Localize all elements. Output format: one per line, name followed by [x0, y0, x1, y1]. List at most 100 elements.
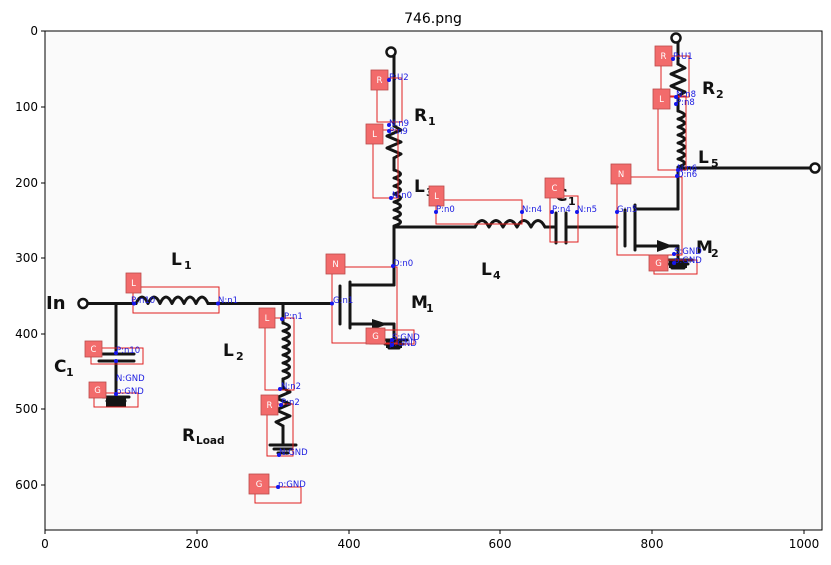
- label-m2: M 2: [696, 238, 719, 260]
- ground-c1-fill: [106, 398, 126, 407]
- pin-m2-d-text: D:n6: [677, 170, 697, 180]
- pin-rload-n-text: N:GND: [279, 448, 308, 458]
- tag-g-m2: [648, 254, 669, 272]
- y-tick-label: 100: [15, 100, 38, 114]
- supply-terminal-2: [670, 32, 682, 44]
- tag-cc1-text: C: [552, 184, 558, 194]
- y-tick-label: 500: [15, 402, 38, 416]
- pin-g-rload-text: p:GND: [278, 480, 306, 490]
- pin-l2-n-text: N:n2: [281, 382, 301, 392]
- pin-r1-p-text: P:U2: [389, 73, 409, 83]
- pin-cc1-n: [575, 210, 579, 214]
- tag-l5-text: L: [659, 95, 664, 105]
- r2-zigzag: [669, 62, 687, 98]
- tag-m2-text: N: [618, 170, 624, 180]
- figure-title: 746.png: [404, 11, 462, 27]
- svg-text:5: 5: [711, 157, 719, 170]
- svg-text:1: 1: [568, 195, 576, 208]
- tag-rload: [260, 394, 279, 416]
- circuit-drawing: In C 1 L 1 L 2 R Load M 1 R 1 L 3 L: [46, 32, 821, 504]
- y-tick-label: 0: [30, 24, 38, 38]
- pin-c-n: [114, 359, 118, 363]
- tag-l4-text: L: [434, 192, 439, 202]
- pin-r1-p: [387, 78, 391, 82]
- tag-l2: [258, 307, 276, 329]
- pin-l5-n: [676, 168, 680, 172]
- x-tick-label: 1000: [789, 537, 820, 551]
- label-l2: L 2: [223, 341, 244, 363]
- x-tick-label: 200: [186, 537, 209, 551]
- bbox-l1: [132, 286, 220, 314]
- svg-text:M: M: [696, 238, 713, 258]
- tag-c-input: [84, 340, 103, 358]
- bbox-l3: [372, 129, 399, 199]
- pin-r1-n: [387, 123, 391, 127]
- pin-m1-d: [391, 264, 395, 268]
- pin-r2-p-text: P:U1: [673, 52, 693, 62]
- x-tick-label: 400: [338, 537, 361, 551]
- tag-g-m1: [365, 327, 386, 345]
- y-tick-label: 300: [15, 251, 38, 265]
- label-l1: L 1: [171, 250, 192, 272]
- pin-l2-n: [278, 387, 282, 391]
- svg-text:L: L: [171, 250, 182, 270]
- label-in: In: [46, 293, 66, 314]
- tag-l1: [125, 272, 142, 294]
- pin-rload-p: [279, 403, 283, 407]
- pin-m1-s-text: S:GND: [392, 333, 420, 343]
- y-tick-label: 400: [15, 327, 38, 341]
- label-l5: L 5: [698, 148, 719, 170]
- l5-coil: [676, 109, 686, 169]
- tag-l3-text: L: [372, 130, 377, 140]
- pin-g-m2: [672, 261, 676, 265]
- pin-l4-n: [520, 210, 524, 214]
- svg-text:R: R: [702, 79, 715, 99]
- svg-text:M: M: [411, 293, 428, 313]
- x-tick-label: 800: [641, 537, 664, 551]
- tag-l1-text: L: [131, 279, 136, 289]
- tag-l5: [652, 88, 671, 110]
- tag-g-m2-text: G: [655, 259, 662, 269]
- tag-cc1: [544, 177, 565, 199]
- svg-text:1: 1: [66, 366, 74, 379]
- l1-coil: [134, 295, 210, 305]
- l4-coil: [473, 219, 547, 229]
- l2-coil: [281, 321, 291, 381]
- pin-l3-p-text: P:n9: [389, 127, 408, 137]
- pin-l4-p-text: P:n0: [436, 205, 455, 215]
- bbox-r1: [376, 77, 403, 123]
- svg-text:1: 1: [184, 259, 192, 272]
- tag-g-rload: [248, 473, 270, 495]
- tag-m2: [610, 163, 632, 185]
- pin-m1-d-text: D:n0: [393, 259, 413, 269]
- tag-r2: [654, 45, 673, 67]
- tag-r1-text: R: [377, 76, 383, 86]
- pin-l1-n-text: N:n1: [218, 296, 238, 306]
- pin-l1-p-text: P:n10: [131, 296, 155, 306]
- x-axis: 0 200 400 600 800 1000: [41, 530, 819, 551]
- pin-m2-s: [672, 252, 676, 256]
- svg-text:L: L: [698, 148, 709, 168]
- pin-g-m1: [390, 343, 394, 347]
- input-terminal: [77, 297, 89, 310]
- svg-text:2: 2: [236, 350, 244, 363]
- pin-l4-p: [434, 210, 438, 214]
- pin-c-p-text: P:n10: [116, 346, 140, 356]
- tag-g-input: [88, 381, 107, 399]
- l3-coil: [392, 168, 402, 228]
- pin-g-m2-text: p:GND: [674, 256, 702, 266]
- svg-text:4: 4: [493, 269, 501, 282]
- tag-g-input-text: G: [94, 386, 101, 396]
- pin-rload-n: [277, 453, 281, 457]
- svg-text:C: C: [54, 357, 66, 377]
- pin-r2-n-text: N:n8: [676, 90, 696, 100]
- label-r2: R 2: [702, 79, 724, 101]
- pin-cc1-p: [550, 210, 554, 214]
- pin-cc1-p-text: P:n4: [552, 205, 571, 215]
- pin-m1-g: [330, 301, 334, 306]
- bbox-l5: [657, 95, 687, 171]
- svg-text:R: R: [182, 426, 195, 446]
- pin-g-input: [114, 392, 118, 396]
- m1-arrow: [372, 319, 388, 330]
